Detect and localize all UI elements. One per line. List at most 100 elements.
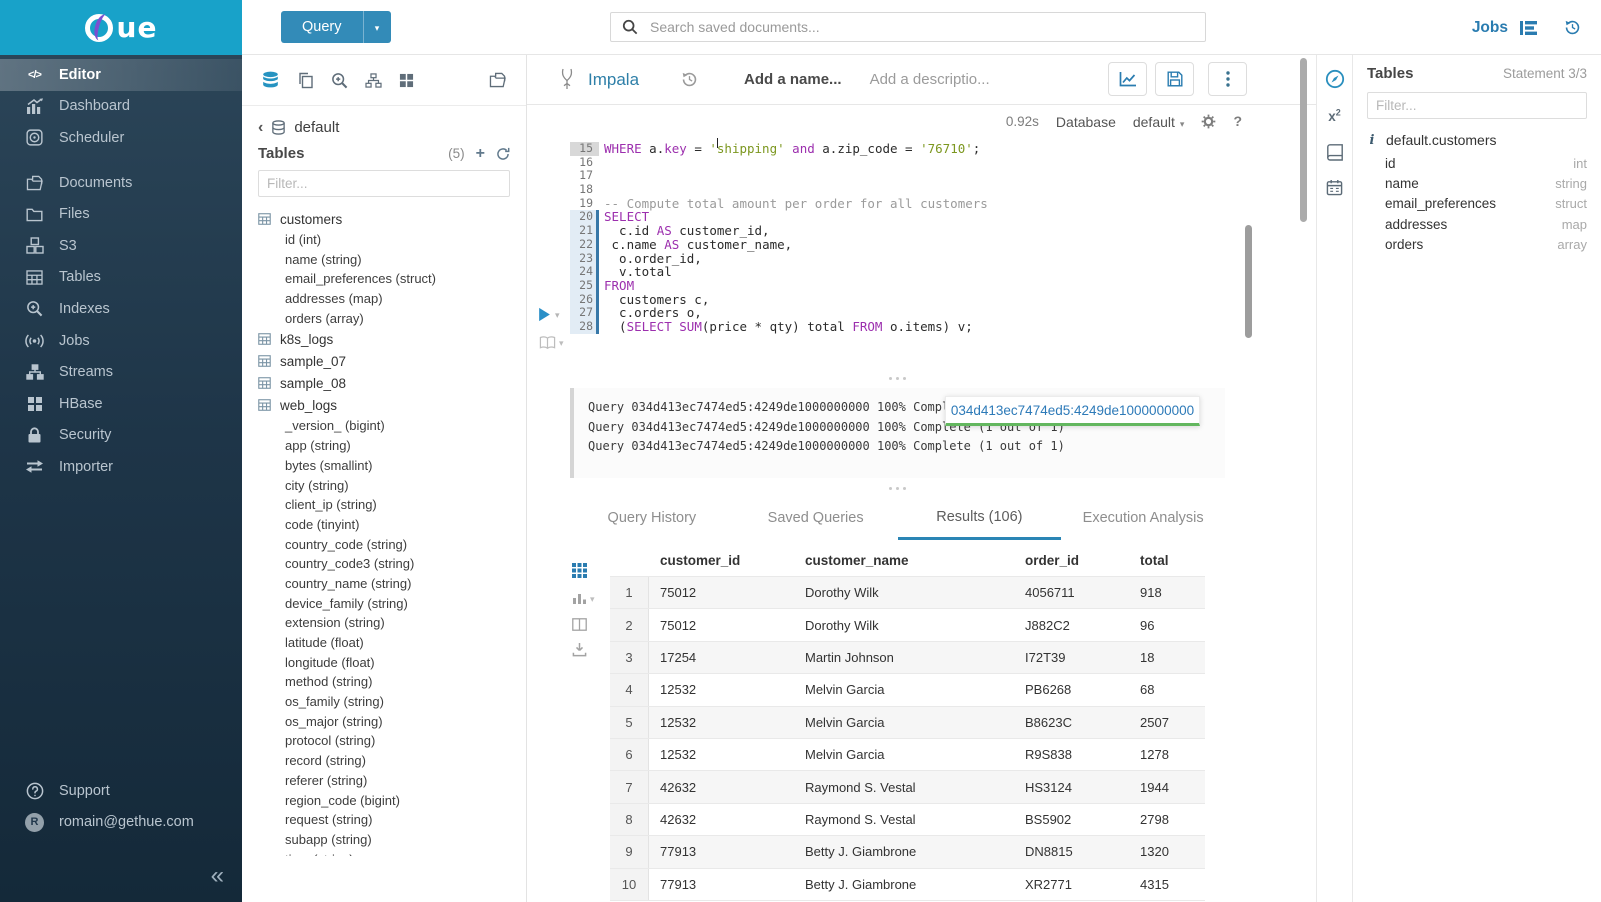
tables-filter-input[interactable] [258,170,510,197]
results-column-header[interactable]: customer_name [805,553,909,568]
documents-source-icon[interactable] [297,72,314,89]
db-table-item[interactable]: sample_08 [258,372,526,394]
query-id-tooltip[interactable]: 034d413ec7474ed5:4249de1000000000 [945,396,1200,426]
search-input[interactable] [648,18,1194,36]
db-column-item[interactable]: protocol (string) [285,733,376,749]
tab-saved-queries[interactable]: Saved Queries [767,510,864,526]
gear-icon[interactable] [1201,114,1216,129]
db-column-item[interactable]: region_code (bigint) [285,792,400,808]
sidebar-item-documents[interactable]: Documents [0,167,242,199]
db-column-item[interactable]: device_family (string) [285,595,408,611]
jobs-link[interactable]: Jobs [1472,19,1538,37]
sidebar-item-security[interactable]: Security [0,420,242,452]
search-source-icon[interactable] [331,72,348,89]
resize-grip-bottom[interactable] [570,483,1225,493]
sidebar-item-jobs[interactable]: Jobs [0,325,242,357]
main-scrollbar[interactable] [1300,58,1307,222]
resize-grip-top[interactable] [570,373,1225,383]
db-column-item[interactable]: subapp (string) [285,831,372,847]
sidebar-item-files[interactable]: Files [0,198,242,230]
db-column-item[interactable]: email_preferences (struct) [285,271,436,287]
column-item[interactable]: orders array [1367,235,1587,255]
sidebar-item-editor[interactable]: </> Editor [0,59,242,91]
tab-results-106[interactable]: Results (106) [897,496,1062,540]
query-button-label[interactable]: Query [302,19,342,35]
db-table-item[interactable]: sample_07 [258,350,526,372]
sidebar-item-support[interactable]: Support [0,775,242,807]
results-column-header[interactable]: customer_id [660,553,741,568]
sidebar-collapse-button[interactable]: « [211,864,224,888]
columns-button[interactable] [572,618,587,631]
back-chevron-icon[interactable]: ‹ [258,118,264,136]
db-column-item[interactable]: bytes (smallint) [285,457,373,473]
functions-icon[interactable]: x2 [1328,107,1341,124]
open-documents-icon[interactable] [489,72,507,88]
document-history-icon[interactable] [681,71,698,88]
sidebar-item-indexes[interactable]: Indexes [0,293,242,325]
tab-execution-analysis[interactable]: Execution Analysis [1082,510,1204,526]
editor-scrollbar[interactable] [1245,225,1252,338]
column-item[interactable]: id int [1367,153,1587,173]
db-column-item[interactable]: orders (array) [285,310,364,326]
results-column-header[interactable]: total [1140,553,1169,568]
assistant-icon[interactable] [1325,69,1345,89]
db-table-item[interactable]: customers [258,208,526,230]
sidebar-item-importer[interactable]: Importer [0,451,242,483]
new-query-button[interactable]: Query ▾ [281,11,391,43]
active-table-row[interactable]: i default.customers [1367,132,1587,148]
code-editor[interactable]: 15 16 17 18 19 20 21 22 23 24 25 26 27 28 WHERE a.key… [527,138,1316,370]
db-column-item[interactable]: record (string) [285,753,366,769]
add-table-icon[interactable]: + [475,144,485,162]
db-column-item[interactable]: name (string) [285,251,362,267]
save-button[interactable] [1155,62,1194,96]
tab-query-history[interactable]: Query History [607,510,697,526]
sidebar-item-tables[interactable]: Tables [0,262,242,294]
sidebar-item-dashboard[interactable]: Dashboard [0,91,242,123]
results-column-header[interactable]: order_id [1025,553,1080,568]
db-table-item[interactable]: web_logs [258,394,526,416]
schedule-icon[interactable] [1326,179,1343,196]
sidebar-item-hbase[interactable]: HBase [0,388,242,420]
more-actions-button[interactable] [1208,62,1247,96]
hbase-source-icon[interactable] [399,73,414,88]
db-column-item[interactable]: country_code (string) [285,536,408,552]
hue-logo[interactable]: ue [0,0,242,55]
language-reference-button[interactable]: ▾ [539,333,564,351]
language-reference-icon[interactable] [1326,143,1343,161]
db-column-item[interactable]: client_ip (string) [285,497,377,513]
sidebar-item-user[interactable]: R romain@gethue.com [0,806,242,838]
db-column-item[interactable]: country_name (string) [285,575,412,591]
streams-source-icon[interactable] [365,72,382,88]
db-column-item[interactable]: os_major (string) [285,713,383,729]
db-column-item[interactable]: extension (string) [285,615,385,631]
active-table-name[interactable]: default.customers [1386,132,1497,148]
refresh-icon[interactable] [496,147,510,161]
chart-view-button[interactable]: ▾ [572,589,595,607]
db-column-item[interactable]: referer (string) [285,772,368,788]
database-select[interactable]: default ▾ [1133,114,1185,130]
db-column-item[interactable]: addresses (map) [285,291,383,307]
column-item[interactable]: name string [1367,173,1587,193]
query-description-field[interactable]: Add a descriptio... [869,71,990,88]
sidebar-item-scheduler[interactable]: Scheduler [0,122,242,154]
db-column-item[interactable]: app (string) [285,438,351,454]
sidebar-item-s3[interactable]: S3 [0,230,242,262]
db-table-item[interactable]: k8s_logs [258,328,526,350]
execute-button[interactable]: ▾ [538,305,560,323]
db-column-item[interactable]: method (string) [285,674,373,690]
download-button[interactable] [572,642,587,657]
query-name-field[interactable]: Add a name... [744,71,842,88]
right-filter-input[interactable] [1367,92,1587,119]
column-item[interactable]: email_preferences struct [1367,194,1587,214]
db-column-item[interactable]: _version_ (bigint) [285,418,385,434]
query-dropdown-button[interactable]: ▾ [362,11,391,43]
db-column-item[interactable]: country_code3 (string) [285,556,415,572]
grid-view-button[interactable] [572,563,587,578]
query-history-icon[interactable] [1564,19,1581,36]
db-column-item[interactable]: code (tinyint) [285,516,360,532]
sidebar-item-streams[interactable]: Streams [0,356,242,388]
database-name[interactable]: default [294,119,340,136]
db-column-item[interactable]: id (int) [285,232,322,247]
db-column-item[interactable]: latitude (float) [285,635,364,650]
engine-label[interactable]: Impala [588,69,640,89]
